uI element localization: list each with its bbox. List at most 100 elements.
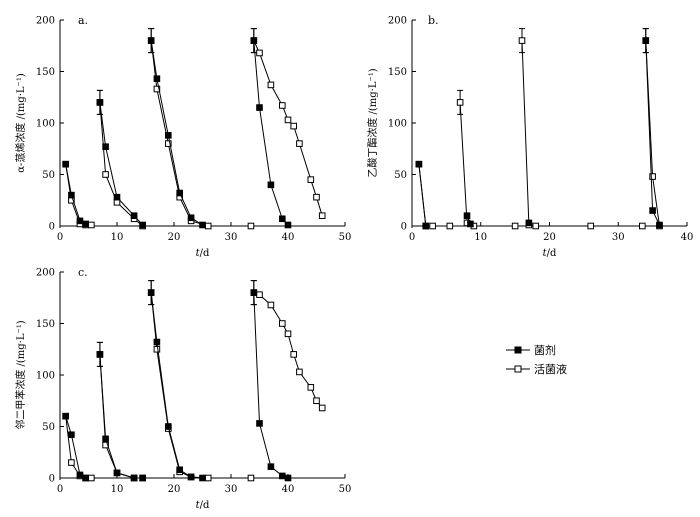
data-point xyxy=(247,474,255,482)
legend-label: 活菌液 xyxy=(534,362,567,376)
data-point xyxy=(199,221,206,229)
data-point xyxy=(307,176,315,183)
series-line xyxy=(253,40,323,216)
data-point xyxy=(96,351,104,358)
data-point xyxy=(525,219,533,227)
data-point xyxy=(587,222,595,230)
series-junji xyxy=(62,280,292,482)
data-point xyxy=(130,474,138,482)
series-line xyxy=(645,40,660,226)
data-point xyxy=(82,220,89,228)
series-line xyxy=(253,40,289,226)
data-point xyxy=(176,189,183,197)
series-line xyxy=(418,164,450,227)
x-tick-label: 0 xyxy=(57,232,63,243)
data-point xyxy=(102,171,109,178)
panel-label: c. xyxy=(78,266,88,279)
series-line xyxy=(99,354,143,479)
data-point xyxy=(267,81,275,89)
data-point xyxy=(102,435,109,443)
series-line xyxy=(150,292,203,479)
data-point xyxy=(279,102,286,109)
data-point xyxy=(62,160,70,168)
y-tick-label: 0 xyxy=(49,222,55,233)
series-junji xyxy=(62,28,292,229)
x-tick-label: 40 xyxy=(282,484,295,495)
data-point xyxy=(267,181,275,189)
x-tick-label: 40 xyxy=(681,232,694,243)
data-point xyxy=(153,85,161,93)
data-point xyxy=(415,160,423,168)
data-point xyxy=(102,441,109,449)
data-point xyxy=(446,222,454,230)
data-point xyxy=(290,351,297,358)
y-tick-label: 150 xyxy=(36,319,55,330)
series-line xyxy=(418,164,427,227)
data-point xyxy=(165,140,172,147)
y-tick-label: 100 xyxy=(388,119,407,130)
data-point xyxy=(256,104,263,111)
data-point xyxy=(256,291,263,298)
data-point xyxy=(532,222,540,230)
data-point xyxy=(82,474,89,482)
data-point xyxy=(102,143,109,150)
legend-label: 菌剂 xyxy=(534,343,556,357)
data-point xyxy=(649,173,656,180)
x-tick-label: 20 xyxy=(168,232,181,243)
x-tick-label: 20 xyxy=(543,232,556,243)
data-point xyxy=(422,222,430,230)
data-point xyxy=(279,215,286,223)
data-point xyxy=(199,474,206,482)
y-tick-label: 50 xyxy=(42,170,55,181)
series-huojunye xyxy=(62,280,326,482)
y-tick-label: 0 xyxy=(401,222,407,233)
y-tick-label: 200 xyxy=(36,16,55,27)
data-point xyxy=(176,466,183,474)
data-point xyxy=(139,474,146,482)
data-point xyxy=(113,193,121,201)
data-point xyxy=(153,345,161,353)
data-point xyxy=(62,412,70,420)
y-tick-label: 200 xyxy=(388,16,407,27)
y-tick-label: 0 xyxy=(49,474,55,485)
y-tick-label: 100 xyxy=(36,371,55,382)
data-point xyxy=(284,116,292,124)
y-tick-label: 50 xyxy=(42,422,55,433)
data-point xyxy=(290,122,297,130)
x-tick-label: 10 xyxy=(474,232,487,243)
series-line xyxy=(99,354,143,479)
x-tick-label: 50 xyxy=(339,484,352,495)
data-point xyxy=(656,221,663,229)
data-point xyxy=(139,221,146,229)
x-axis-label: t/d xyxy=(196,500,210,511)
data-point xyxy=(256,49,263,57)
data-point xyxy=(318,404,326,412)
x-tick-label: 30 xyxy=(225,484,238,495)
data-point xyxy=(88,474,95,482)
data-point xyxy=(279,472,286,480)
data-point xyxy=(456,99,464,106)
data-point xyxy=(639,222,646,230)
x-tick-label: 30 xyxy=(612,232,625,243)
series-huojunye xyxy=(415,28,663,230)
x-axis-label: t/d xyxy=(196,248,210,259)
data-point xyxy=(204,222,212,230)
data-point xyxy=(187,473,195,481)
data-point xyxy=(279,320,286,327)
y-tick-label: 200 xyxy=(36,268,55,279)
data-point xyxy=(284,474,292,482)
data-point xyxy=(467,220,474,228)
data-point xyxy=(518,37,526,44)
x-axis-label: t/d xyxy=(543,248,557,259)
y-tick-label: 150 xyxy=(36,67,55,78)
data-point xyxy=(649,207,656,214)
x-tick-label: 10 xyxy=(111,484,124,495)
data-point xyxy=(429,222,436,230)
y-tick-label: 150 xyxy=(388,67,407,78)
data-point xyxy=(284,330,292,338)
data-point xyxy=(247,222,255,230)
data-point xyxy=(250,37,258,44)
data-point xyxy=(318,212,326,219)
data-point xyxy=(147,289,155,296)
legend-marker xyxy=(514,346,522,354)
